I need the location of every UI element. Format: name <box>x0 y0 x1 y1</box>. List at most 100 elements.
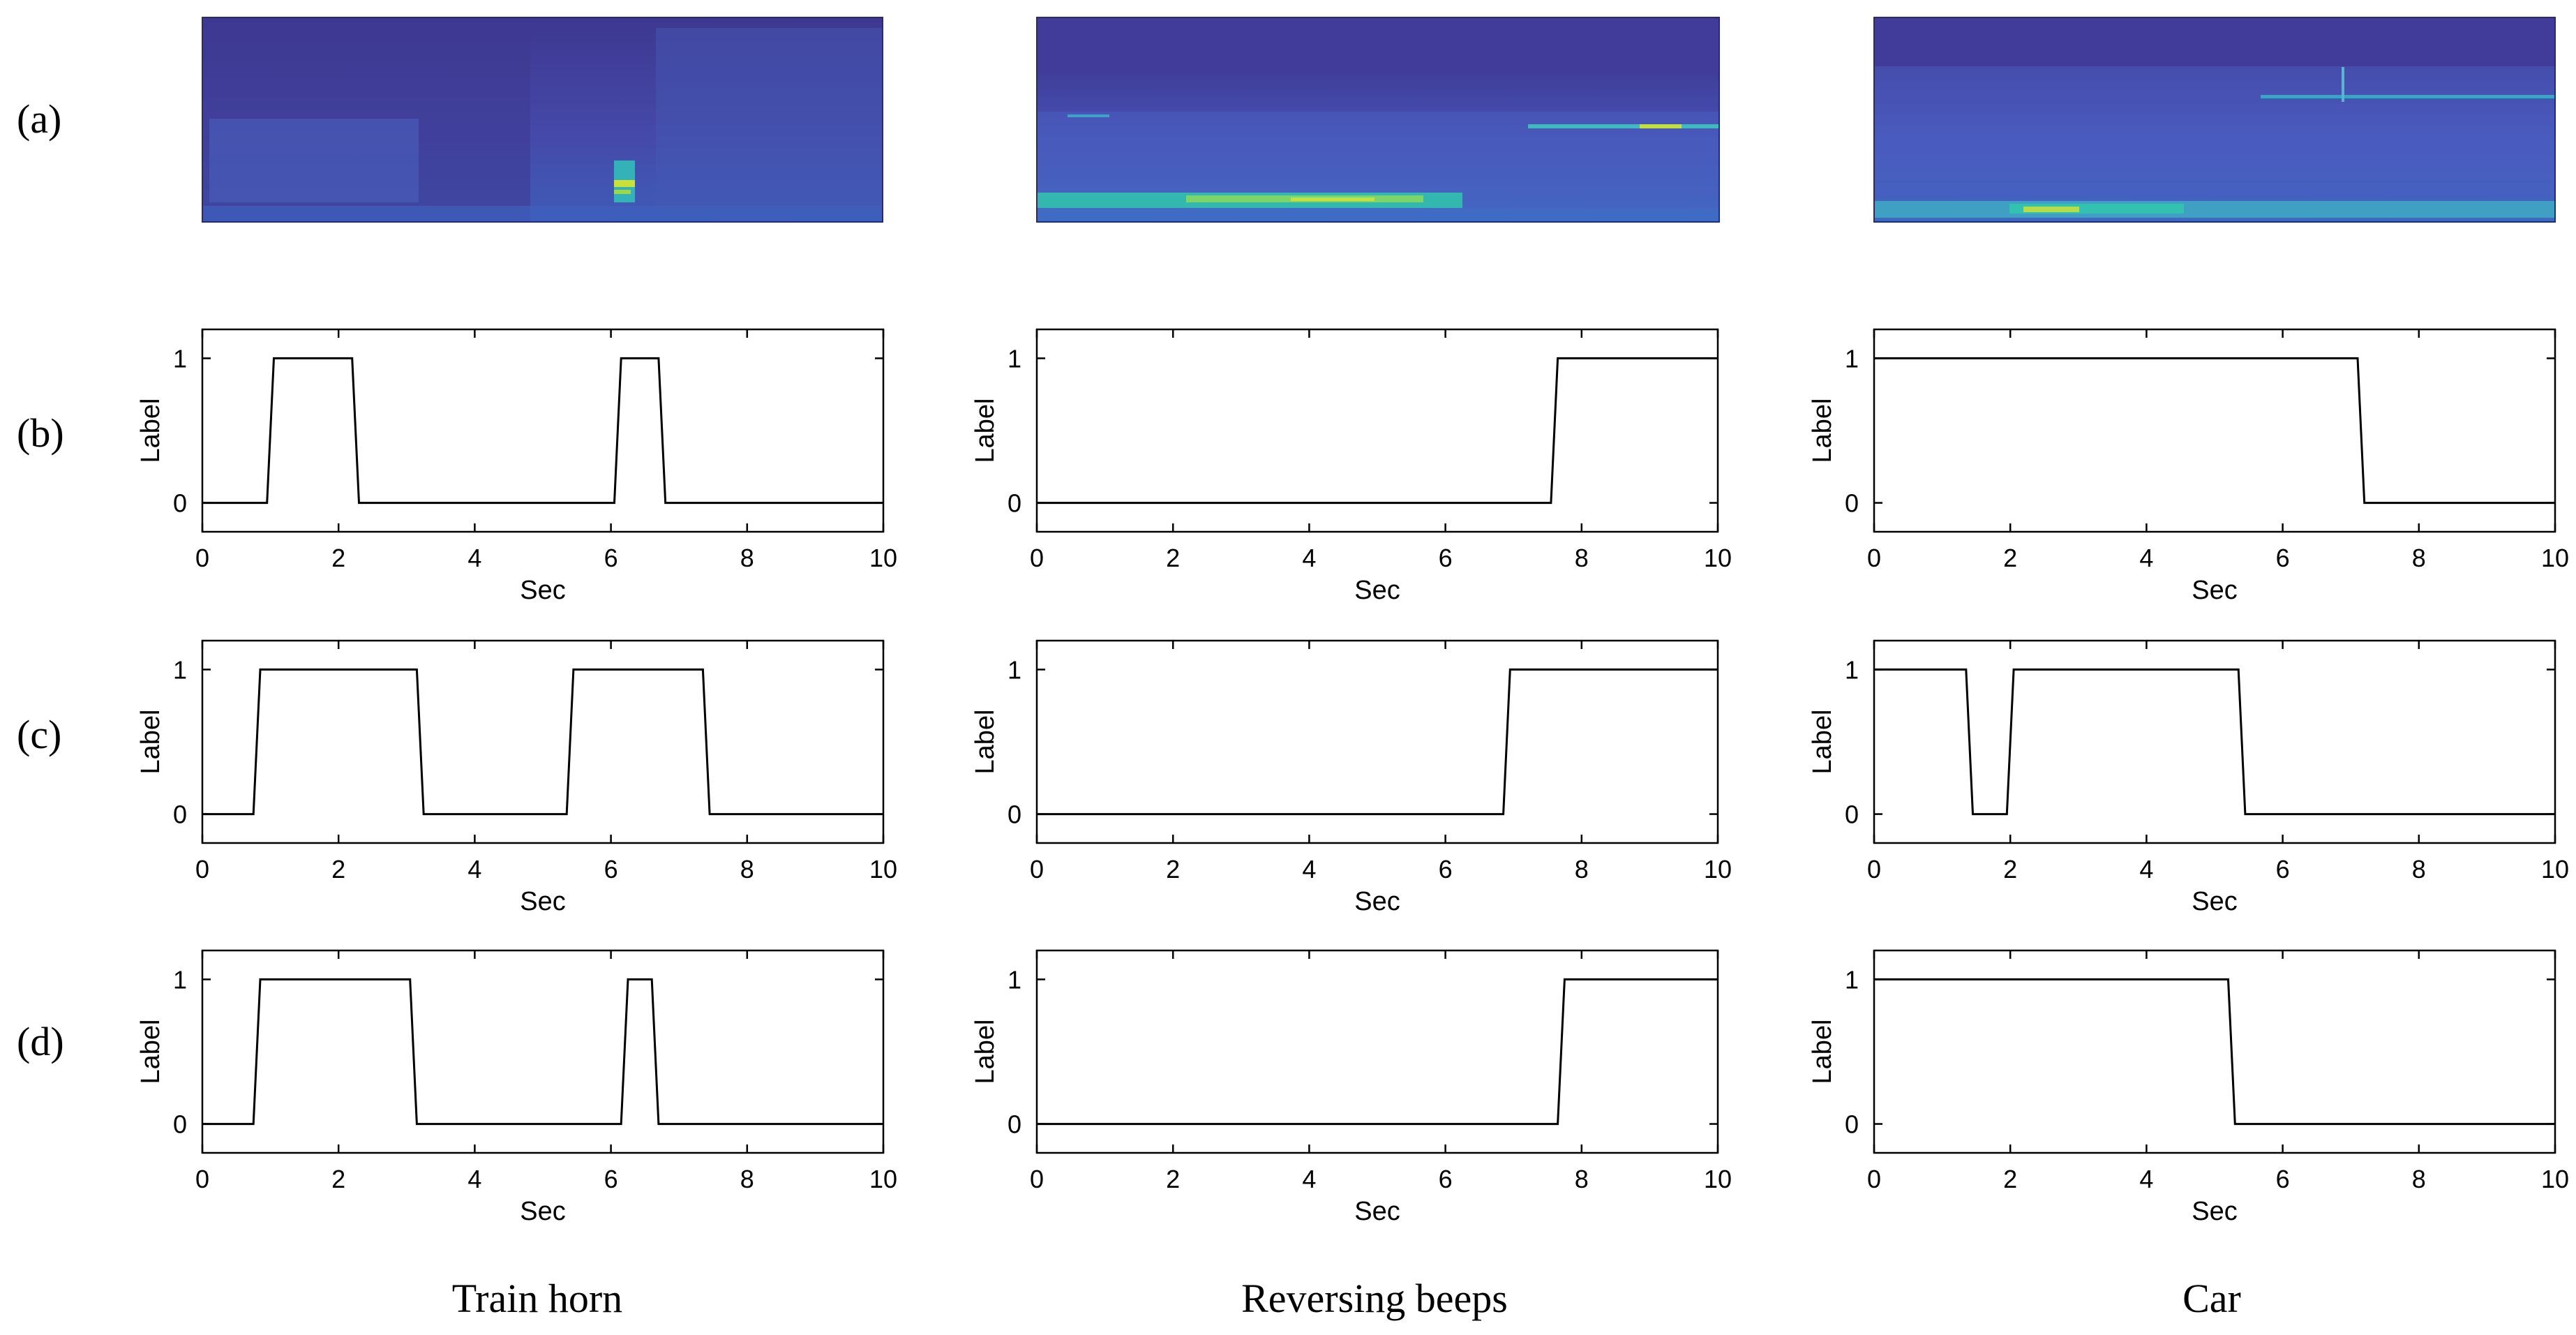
y-axis-label: Label <box>136 1020 165 1084</box>
panel-d-train-horn: 0 2 4 6 8 10 0 1 Sec Label <box>136 949 897 1226</box>
y-axis-label: Label <box>1808 398 1837 463</box>
x-tick-label: 10 <box>869 855 897 883</box>
panel-c-reversing-beeps: 0 2 4 6 8 10 0 1 Sec Label <box>971 639 1732 916</box>
x-tick-label: 6 <box>2276 1165 2290 1193</box>
y-axis-label: Label <box>971 1020 1000 1084</box>
x-tick-label: 6 <box>1439 1165 1453 1193</box>
y-tick-label: 0 <box>1008 489 1021 518</box>
x-tick-label: 4 <box>1302 544 1316 572</box>
panel-b-reversing-beeps: 0 2 4 6 8 10 0 1 Sec Label <box>971 328 1732 605</box>
column-title-train-horn: Train horn <box>452 1276 622 1321</box>
x-tick-label: 4 <box>2139 855 2153 883</box>
y-axis-label: Label <box>136 710 165 775</box>
spectrogram-reversing-beeps <box>1036 17 1720 223</box>
spectrogram-car <box>1873 17 2556 223</box>
x-tick-label: 8 <box>1575 1165 1589 1193</box>
x-axis-label: Sec <box>520 887 565 916</box>
label-trace <box>202 357 883 505</box>
y-axis-label: Label <box>971 710 1000 775</box>
y-tick-label: 0 <box>1845 800 1859 829</box>
row-label-c: (c) <box>17 712 61 757</box>
x-tick-label: 4 <box>467 544 481 572</box>
x-tick-label: 8 <box>1575 855 1589 883</box>
panel-b-train-horn: 0 2 4 6 8 10 0 1 Sec Label <box>136 328 897 605</box>
x-tick-label: 0 <box>1867 544 1881 572</box>
y-tick-label: 0 <box>173 800 187 829</box>
x-tick-label: 4 <box>2139 544 2153 572</box>
x-tick-label: 2 <box>1166 544 1180 572</box>
label-trace <box>202 978 883 1126</box>
x-tick-label: 2 <box>331 855 345 883</box>
x-tick-label: 0 <box>1030 544 1044 572</box>
y-tick-label: 0 <box>1008 1110 1021 1139</box>
x-tick-label: 2 <box>1166 1165 1180 1193</box>
x-tick-label: 8 <box>740 1165 754 1193</box>
x-tick-label: 2 <box>2003 1165 2017 1193</box>
y-tick-label: 1 <box>1008 344 1021 373</box>
x-tick-label: 10 <box>1704 1165 1732 1193</box>
x-tick-label: 8 <box>2412 855 2426 883</box>
label-trace <box>1037 978 1718 1126</box>
x-tick-label: 10 <box>1704 544 1732 572</box>
x-tick-label: 2 <box>331 1165 345 1193</box>
row-label-b: (b) <box>17 410 64 456</box>
x-axis-label: Sec <box>520 1197 565 1226</box>
x-tick-label: 2 <box>1166 855 1180 883</box>
y-tick-label: 0 <box>1845 489 1859 518</box>
x-tick-label: 0 <box>1867 855 1881 883</box>
label-trace <box>1037 357 1718 505</box>
y-tick-label: 1 <box>173 655 187 684</box>
y-tick-label: 0 <box>173 489 187 518</box>
x-tick-label: 8 <box>2412 544 2426 572</box>
spectrogram-train-horn <box>202 17 883 223</box>
plot-frame <box>1035 639 1719 844</box>
x-tick-label: 2 <box>331 544 345 572</box>
x-tick-label: 6 <box>604 1165 618 1193</box>
y-tick-label: 1 <box>173 965 187 994</box>
y-tick-label: 1 <box>1845 965 1859 994</box>
x-tick-label: 2 <box>2003 544 2017 572</box>
x-tick-label: 10 <box>869 1165 897 1193</box>
x-tick-label: 8 <box>2412 1165 2426 1193</box>
row-label-a: (a) <box>17 96 61 142</box>
label-trace <box>1037 668 1718 816</box>
x-tick-label: 4 <box>1302 1165 1316 1193</box>
plot-frame <box>1873 328 2556 533</box>
plot-frame <box>201 328 885 533</box>
x-tick-label: 6 <box>2276 855 2290 883</box>
x-tick-label: 8 <box>740 544 754 572</box>
panel-c-train-horn: 0 2 4 6 8 10 0 1 Sec Label <box>136 639 897 916</box>
x-tick-label: 6 <box>604 544 618 572</box>
plot-frame <box>201 949 885 1154</box>
x-tick-label: 4 <box>467 1165 481 1193</box>
y-axis-label: Label <box>136 398 165 463</box>
y-tick-label: 0 <box>1845 1110 1859 1139</box>
plot-frame <box>1873 639 2556 844</box>
x-tick-label: 6 <box>604 855 618 883</box>
y-axis-label: Label <box>1808 710 1837 775</box>
panel-d-reversing-beeps: 0 2 4 6 8 10 0 1 Sec Label <box>971 949 1732 1226</box>
y-tick-label: 0 <box>1008 800 1021 829</box>
x-tick-label: 6 <box>2276 544 2290 572</box>
plot-frame <box>1035 328 1719 533</box>
x-tick-label: 0 <box>195 855 209 883</box>
y-tick-label: 1 <box>173 344 187 373</box>
x-axis-label: Sec <box>1354 1197 1400 1226</box>
x-tick-label: 10 <box>2541 855 2569 883</box>
x-axis-label: Sec <box>520 576 565 605</box>
x-tick-label: 10 <box>1704 855 1732 883</box>
x-tick-label: 10 <box>2541 544 2569 572</box>
x-tick-label: 10 <box>869 544 897 572</box>
x-tick-label: 10 <box>2541 1165 2569 1193</box>
column-title-reversing-beeps: Reversing beeps <box>1241 1276 1508 1321</box>
plot-frame <box>201 639 885 844</box>
panel-c-car: 0 2 4 6 8 10 0 1 Sec Label <box>1808 639 2569 916</box>
plot-frame <box>1873 949 2556 1154</box>
x-tick-label: 2 <box>2003 855 2017 883</box>
y-axis-label: Label <box>971 398 1000 463</box>
x-tick-label: 4 <box>467 855 481 883</box>
label-trace <box>1874 668 2555 816</box>
x-axis-label: Sec <box>1354 887 1400 916</box>
x-tick-label: 0 <box>195 1165 209 1193</box>
